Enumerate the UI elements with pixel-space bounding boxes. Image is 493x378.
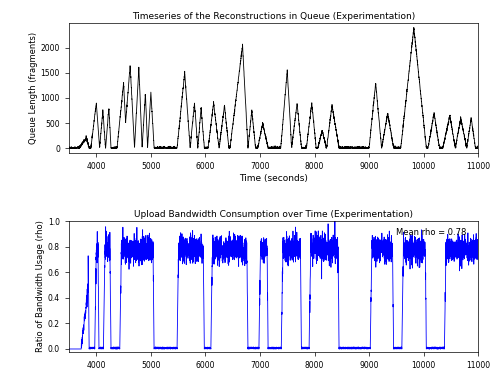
- Y-axis label: Ratio of Bandwidth Usage (rho): Ratio of Bandwidth Usage (rho): [36, 220, 45, 352]
- Text: Mean rho = 0.78: Mean rho = 0.78: [395, 228, 466, 237]
- Title: Timeseries of the Reconstructions in Queue (Experimentation): Timeseries of the Reconstructions in Que…: [132, 11, 415, 20]
- X-axis label: Time (seconds): Time (seconds): [239, 174, 308, 183]
- Y-axis label: Queue Length (fragments): Queue Length (fragments): [29, 32, 38, 144]
- Title: Upload Bandwidth Consumption over Time (Experimentation): Upload Bandwidth Consumption over Time (…: [134, 210, 413, 219]
